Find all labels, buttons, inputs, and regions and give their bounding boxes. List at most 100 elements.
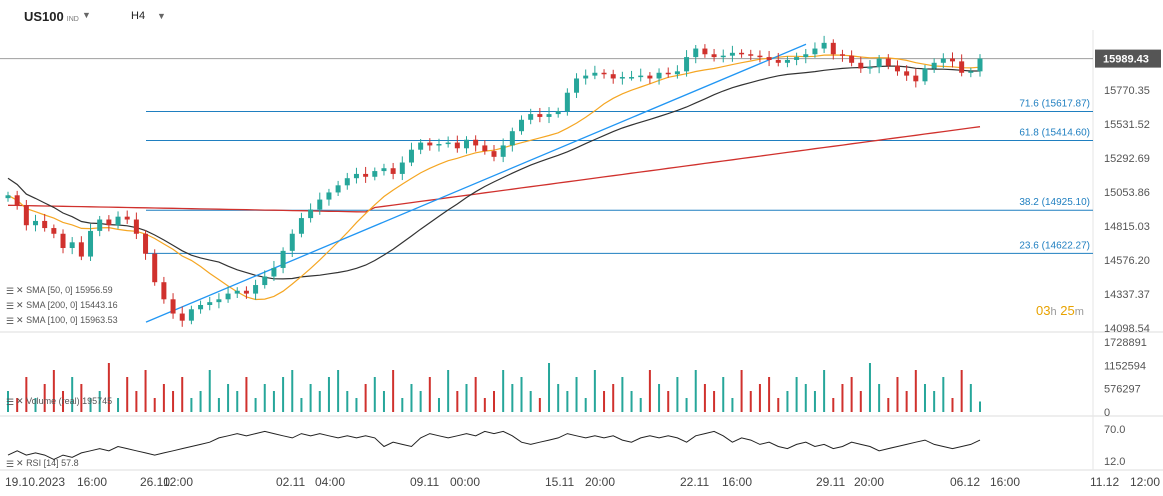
volume-bar: [392, 370, 395, 412]
candle-body: [463, 139, 469, 149]
price-tick-label: 15531.52: [1104, 119, 1150, 131]
candle-body: [308, 209, 314, 219]
volume-bar: [758, 384, 761, 412]
candle-body: [42, 220, 48, 229]
uptrend-line: [145, 43, 807, 323]
candle-body: [674, 71, 680, 75]
volume-bar: [172, 391, 175, 412]
volume-bar: [703, 384, 706, 412]
indicator-volume[interactable]: ☰ ✕ Volume (real) 195745: [6, 396, 112, 407]
symbol-selector[interactable]: US100 IND: [24, 9, 79, 24]
volume-bar: [135, 391, 138, 412]
time-axis-time: 16:00: [990, 475, 1020, 489]
candle-body: [88, 230, 94, 257]
candle-countdown: 03h 25m: [1036, 303, 1084, 318]
candle-body: [931, 62, 937, 69]
close-icon[interactable]: ✕: [16, 285, 24, 295]
volume-bar: [309, 384, 312, 412]
volume-bar: [217, 398, 220, 412]
candle-body: [78, 242, 84, 257]
volume-bar: [117, 398, 120, 412]
candle-body: [784, 59, 790, 63]
volume-bar: [465, 384, 468, 412]
candle-body: [179, 313, 185, 321]
indicator-value: 195745: [82, 396, 113, 406]
volume-bar: [25, 377, 28, 412]
candle-body: [454, 142, 460, 149]
volume-bar: [612, 384, 615, 412]
candle-body: [949, 58, 955, 62]
candle-body: [390, 168, 396, 174]
candle-body: [381, 168, 387, 172]
candle-body: [317, 199, 323, 210]
settings-icon[interactable]: ☰: [6, 397, 15, 407]
volume-bar: [722, 377, 725, 412]
indicator-value: 15963.53: [80, 315, 118, 325]
timeframe-selector[interactable]: H4: [131, 10, 146, 22]
volume-bar: [511, 384, 514, 412]
volume-bar: [795, 377, 798, 412]
candle-body: [60, 233, 66, 249]
candle-body: [940, 58, 946, 63]
indicator-sma-100[interactable]: ☰ ✕ SMA [100, 0] 15963.53: [6, 315, 118, 326]
candle-body: [271, 267, 277, 277]
close-icon[interactable]: ✕: [16, 396, 24, 406]
time-axis-date: 26.10: [140, 475, 170, 489]
indicator-sma-50[interactable]: ☰ ✕ SMA [50, 0] 15956.59: [6, 285, 113, 296]
volume-bar: [850, 377, 853, 412]
volume-bar: [107, 363, 110, 412]
current-price-label: 15989.43: [1103, 54, 1149, 66]
symbol-chevron-down-icon[interactable]: ▼: [82, 10, 91, 20]
rsi-tick-label: 70.0: [1104, 424, 1125, 436]
candle-body: [867, 67, 873, 69]
candle-body: [803, 54, 809, 58]
volume-bar: [144, 370, 147, 412]
candle-body: [445, 142, 451, 145]
close-icon[interactable]: ✕: [16, 300, 24, 310]
candle-body: [546, 114, 552, 117]
volume-bar: [603, 391, 606, 412]
indicator-rsi[interactable]: ☰ ✕ RSI [14] 57.8: [6, 458, 79, 469]
candle-body: [473, 139, 479, 146]
rsi-tick-label: 12.0: [1104, 456, 1125, 468]
close-icon[interactable]: ✕: [16, 315, 24, 325]
indicator-sma-200[interactable]: ☰ ✕ SMA [200, 0] 15443.16: [6, 300, 118, 311]
candle-body: [363, 173, 369, 177]
candle-body: [519, 119, 525, 132]
candle-body: [170, 299, 176, 314]
candle-body: [427, 142, 433, 146]
volume-bar: [548, 363, 551, 412]
candle-body: [436, 144, 442, 146]
sma-100-line: [7, 65, 980, 280]
volume-bar: [713, 391, 716, 412]
volume-tick-label: 0: [1104, 407, 1110, 419]
fib-level-label: 23.6 (14622.27): [1019, 240, 1090, 251]
volume-bar: [282, 377, 285, 412]
volume-bar: [557, 384, 560, 412]
candle-body: [849, 55, 855, 63]
settings-icon[interactable]: ☰: [6, 316, 15, 326]
close-icon[interactable]: ✕: [16, 458, 24, 468]
candle-body: [188, 309, 194, 321]
candle-body: [693, 48, 699, 58]
candle-body: [922, 68, 928, 82]
volume-bar: [493, 391, 495, 412]
settings-icon[interactable]: ☰: [6, 459, 15, 469]
volume-bar: [878, 384, 881, 412]
indicator-value: 15443.16: [80, 300, 118, 310]
trend-line[interactable]: [145, 43, 807, 323]
time-axis-time: 00:00: [450, 475, 480, 489]
candle-body: [152, 253, 158, 283]
fibonacci-levels[interactable]: 71.6 (15617.87) 61.8 (15414.60) 38.2 (1492…: [146, 99, 1093, 254]
volume-bar: [428, 377, 431, 412]
candle-body: [720, 55, 726, 58]
volume-bar: [575, 377, 578, 412]
settings-icon[interactable]: ☰: [6, 301, 15, 311]
timeframe-chevron-down-icon[interactable]: ▼: [157, 11, 166, 21]
candle-body: [97, 219, 103, 231]
settings-icon[interactable]: ☰: [6, 286, 15, 296]
volume-bar: [16, 398, 19, 412]
volume-bar: [832, 398, 835, 412]
candle-body: [14, 195, 20, 206]
